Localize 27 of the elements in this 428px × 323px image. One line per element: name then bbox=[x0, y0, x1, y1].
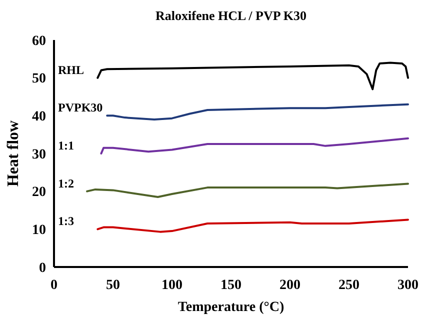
x-tick-label: 50 bbox=[106, 278, 120, 293]
y-tick-label: 40 bbox=[32, 110, 46, 125]
y-tick-label: 60 bbox=[32, 34, 46, 49]
y-tick-label: 10 bbox=[32, 223, 46, 238]
x-tick-label: 150 bbox=[220, 278, 242, 293]
text: 1:1 bbox=[58, 138, 74, 152]
x-tick-label: 0 bbox=[50, 278, 58, 293]
line-series bbox=[106, 103, 409, 120]
line-series bbox=[86, 182, 409, 198]
x-tick-label: 200 bbox=[280, 278, 300, 293]
x-tick-label: 250 bbox=[338, 278, 360, 293]
chart-title: Raloxifene HCL / PVP K30 bbox=[156, 8, 306, 23]
line-series bbox=[100, 137, 409, 154]
line-series bbox=[96, 62, 409, 90]
line-series bbox=[96, 218, 409, 233]
series-label: 1:2 bbox=[58, 176, 74, 190]
series-label: 1:3 bbox=[58, 214, 74, 228]
y-tick-label: 30 bbox=[32, 147, 46, 162]
y-tick-label: 20 bbox=[32, 185, 46, 200]
y-tick-label: 50 bbox=[32, 72, 46, 87]
x-tick-label: 100 bbox=[162, 278, 182, 293]
y-tick-label: 0 bbox=[39, 260, 46, 276]
x-tick-label: 300 bbox=[398, 278, 418, 293]
series-label: PVPK30 bbox=[58, 100, 103, 115]
series-label: RHL bbox=[58, 62, 84, 77]
x-axis-title: Temperature (°C) bbox=[178, 300, 284, 315]
y-axis-title: Heat flow bbox=[5, 120, 22, 187]
